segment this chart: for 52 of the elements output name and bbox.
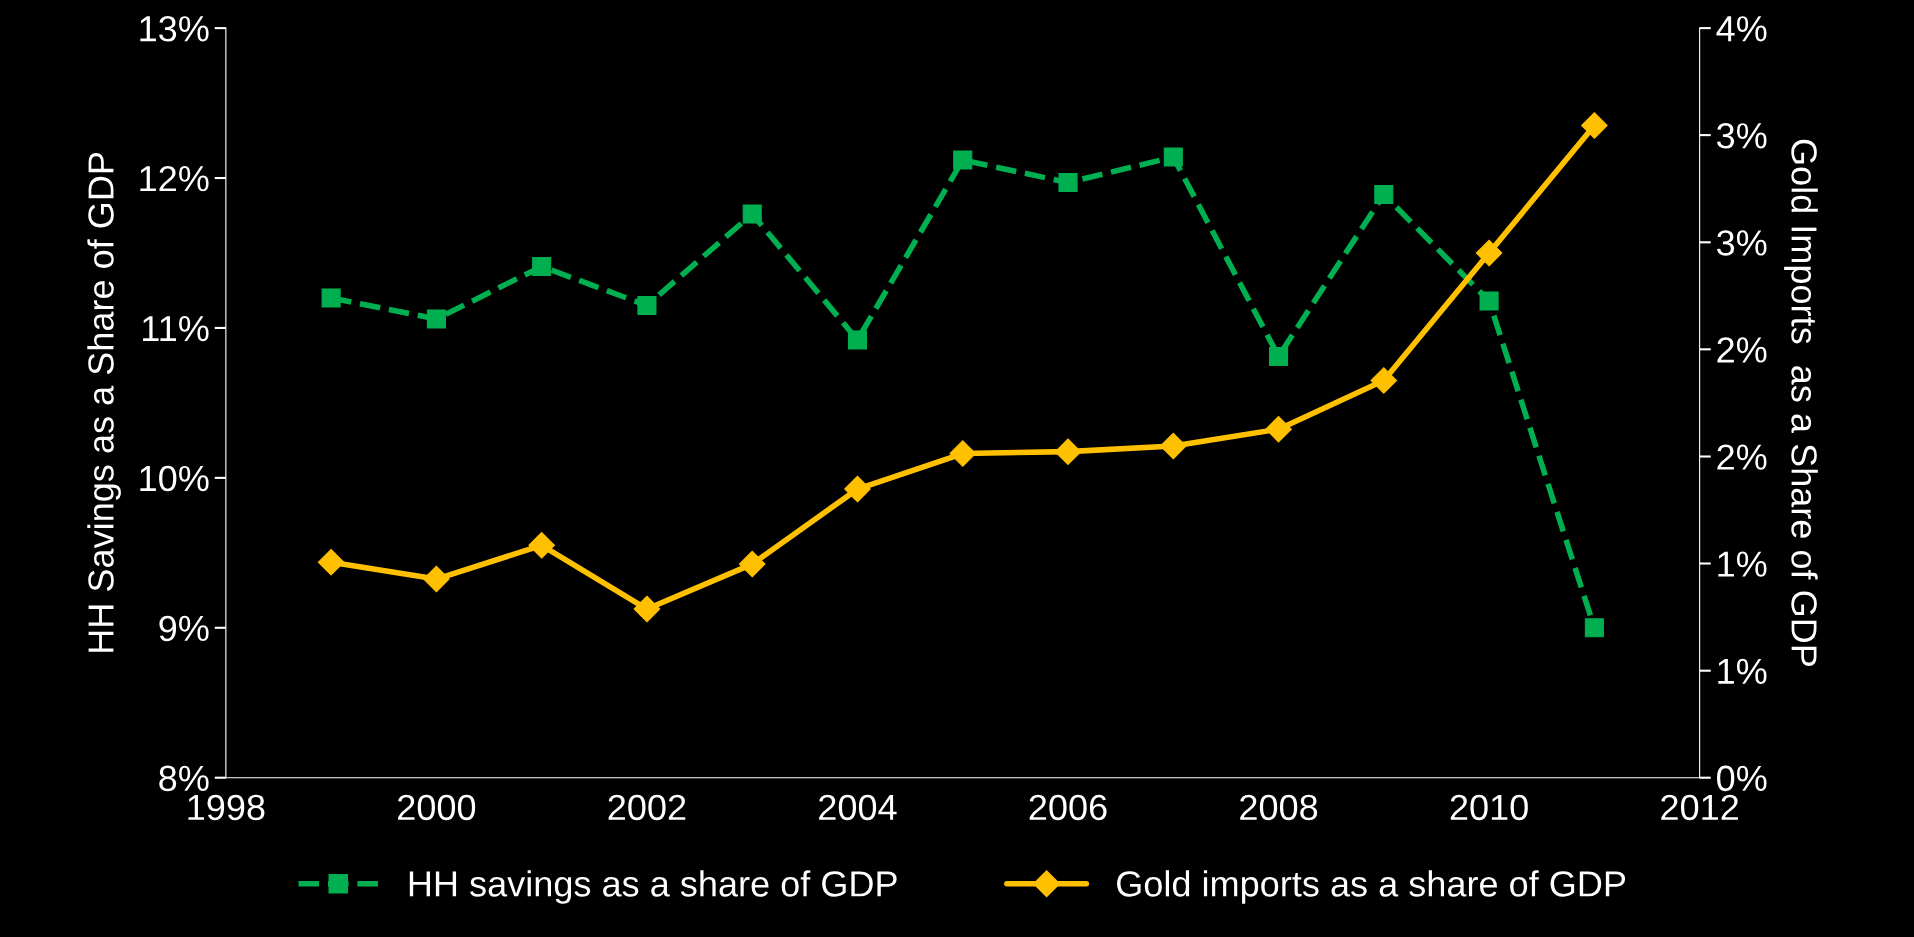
y2-tick-label: 3% bbox=[1716, 230, 1767, 256]
point bbox=[742, 204, 762, 224]
point bbox=[1269, 346, 1289, 366]
y-tick-label: 12% bbox=[140, 165, 209, 192]
y-axis-title: HH Savings as a Share of GDP bbox=[87, 152, 121, 652]
y-tick-label: 11% bbox=[143, 315, 209, 342]
y2-axis-title: Gold Imports as a Share of GDP bbox=[1784, 139, 1818, 666]
point bbox=[633, 595, 661, 623]
point bbox=[1475, 239, 1503, 267]
legend-label: HH savings as a share of GDP bbox=[409, 870, 897, 904]
y-tick-label: 9% bbox=[159, 615, 209, 642]
point bbox=[1265, 415, 1292, 443]
point bbox=[1370, 367, 1398, 394]
x-tick-label: 2004 bbox=[819, 794, 897, 821]
point bbox=[949, 440, 977, 467]
y2-tick-label: 2% bbox=[1717, 337, 1767, 363]
point bbox=[637, 295, 657, 316]
point bbox=[1058, 172, 1078, 193]
y2-tick-label: 1% bbox=[1718, 658, 1767, 684]
x-tick-label: 2002 bbox=[608, 794, 686, 821]
y2-tick-label: 0% bbox=[1717, 765, 1767, 792]
point bbox=[1479, 291, 1499, 311]
y2-tick-label: 3% bbox=[1716, 122, 1767, 149]
point bbox=[844, 475, 871, 503]
x-tick-label: 2000 bbox=[398, 794, 476, 821]
point bbox=[1581, 112, 1608, 139]
x-tick-label: 2008 bbox=[1240, 794, 1318, 821]
point bbox=[953, 150, 973, 170]
y2-tick-label: 1% bbox=[1718, 551, 1767, 577]
y2-tick-label: 4% bbox=[1716, 16, 1767, 42]
y-tick-label: 8% bbox=[159, 765, 209, 792]
point bbox=[738, 550, 766, 578]
x-tick-label: 2012 bbox=[1661, 794, 1738, 821]
x-tick-label: 2006 bbox=[1029, 794, 1107, 821]
point bbox=[1163, 147, 1183, 167]
y2-tick-label: 2% bbox=[1717, 444, 1767, 470]
x-tick-label: 2010 bbox=[1450, 794, 1528, 821]
point bbox=[847, 330, 868, 350]
y-tick-label: 10% bbox=[140, 465, 209, 492]
point bbox=[1159, 432, 1187, 460]
point bbox=[1054, 438, 1082, 465]
point bbox=[426, 309, 446, 329]
y-tick-label: 13% bbox=[140, 15, 209, 42]
point bbox=[317, 548, 345, 576]
point bbox=[423, 565, 450, 593]
point bbox=[1584, 618, 1604, 638]
point bbox=[528, 532, 555, 559]
legend-label: Gold imports as a share of GDP bbox=[1117, 870, 1626, 904]
point bbox=[321, 288, 341, 308]
point bbox=[1374, 184, 1394, 205]
x-tick-label: 1998 bbox=[188, 794, 265, 821]
point bbox=[532, 256, 552, 277]
